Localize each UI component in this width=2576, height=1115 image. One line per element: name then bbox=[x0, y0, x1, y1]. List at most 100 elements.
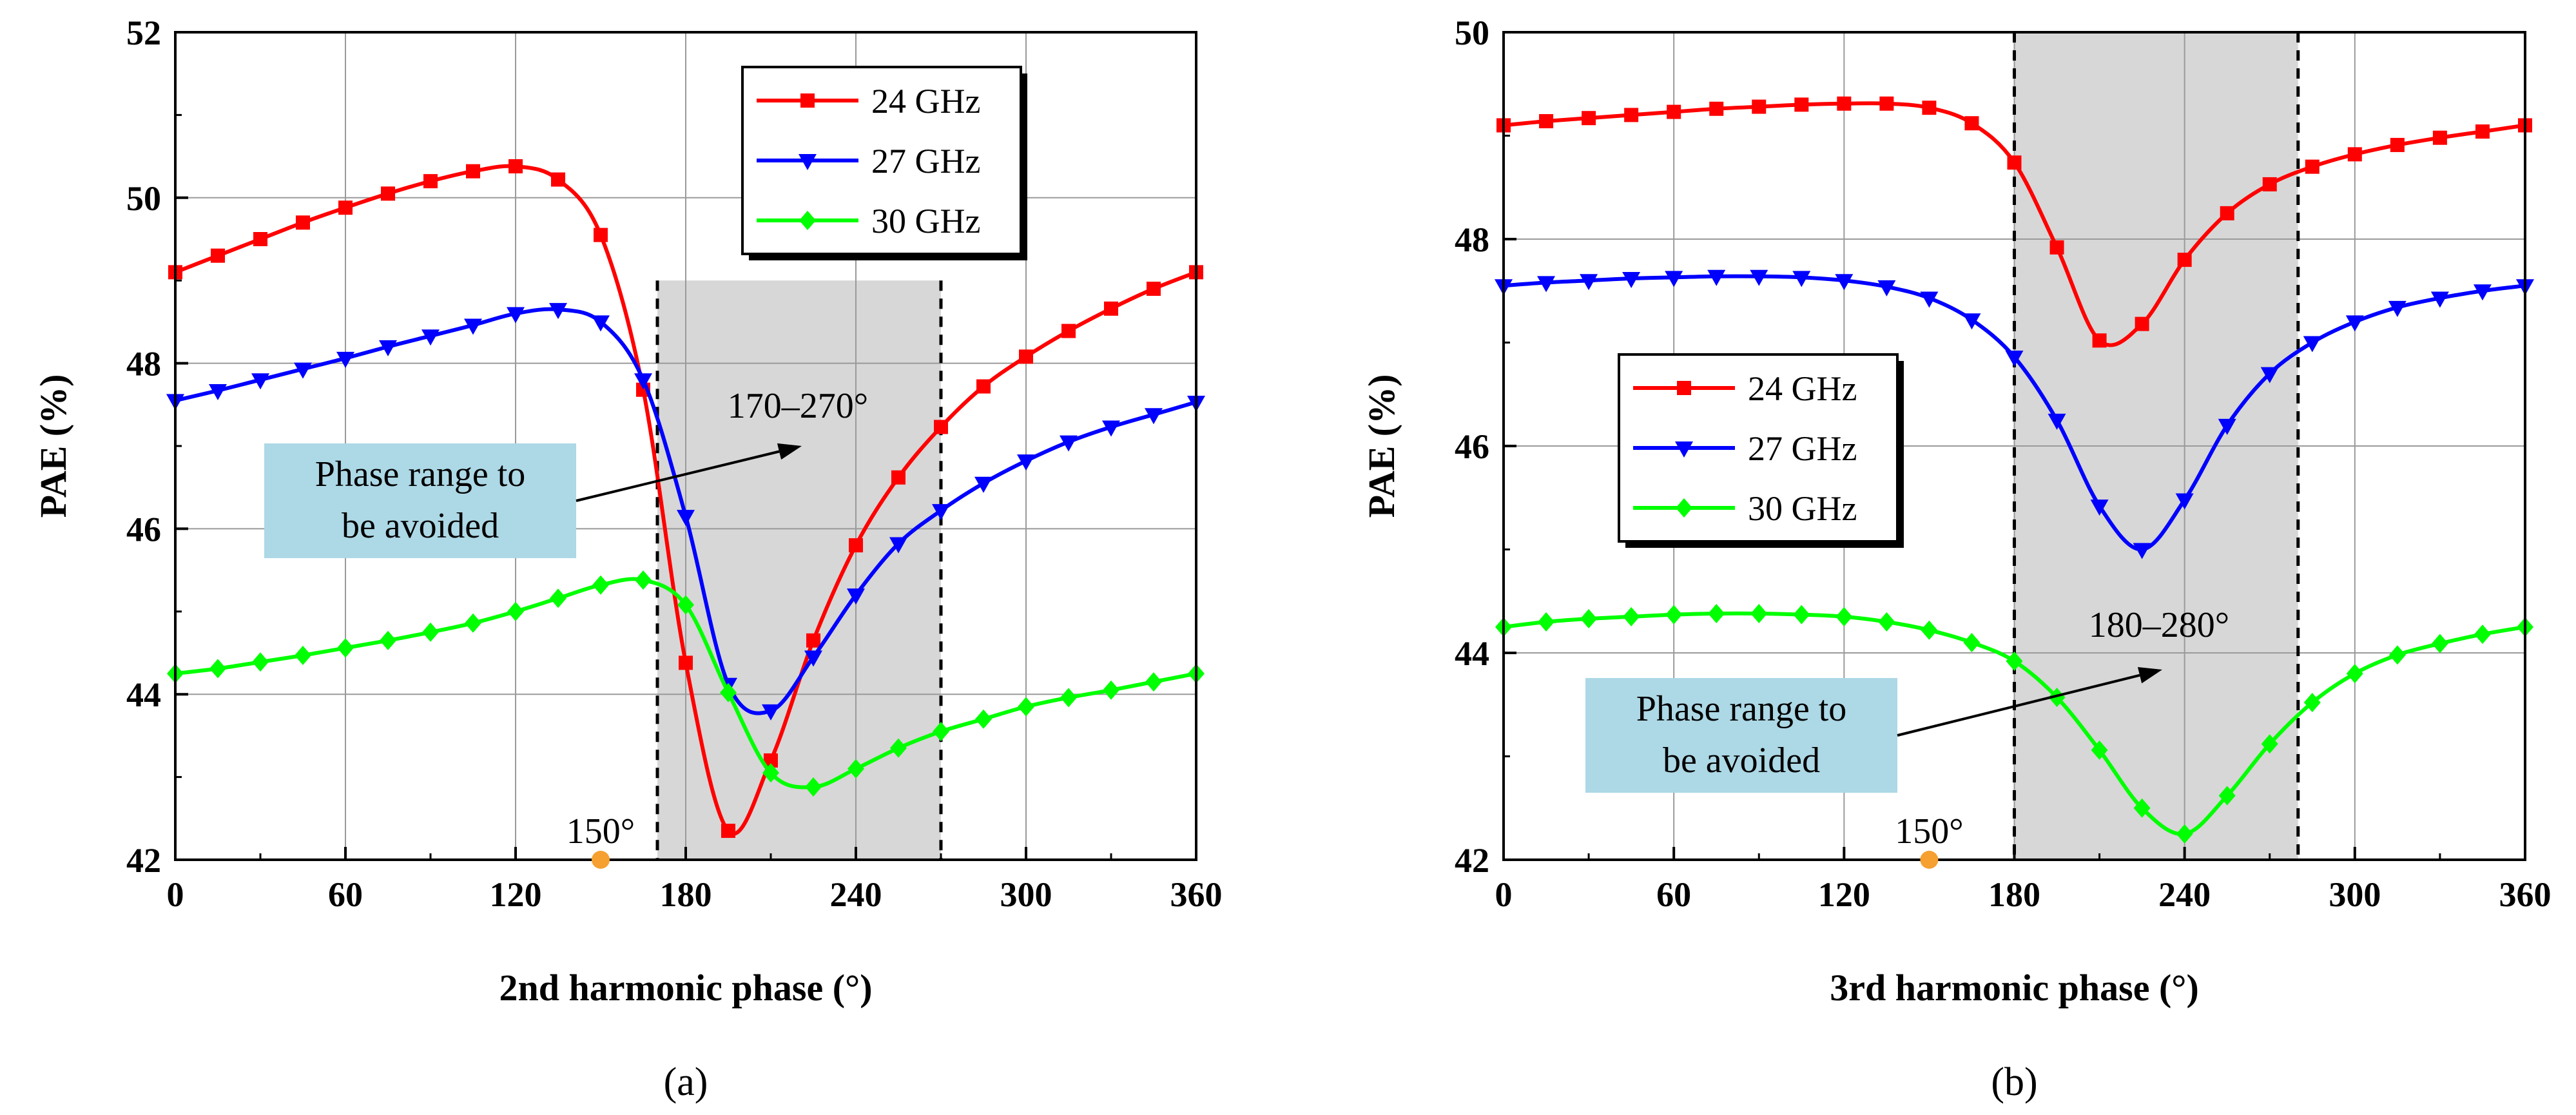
data-point bbox=[1582, 111, 1596, 126]
data-point bbox=[849, 538, 863, 553]
data-point bbox=[2388, 645, 2406, 665]
data-point bbox=[764, 753, 778, 768]
x-axis-label: 3rd harmonic phase (°) bbox=[1830, 967, 2199, 1009]
series-line bbox=[174, 164, 1197, 836]
data-point bbox=[1752, 99, 1767, 114]
data-point bbox=[1794, 97, 1809, 112]
data-point bbox=[2220, 206, 2234, 220]
data-point bbox=[1835, 606, 1853, 626]
data-point bbox=[1962, 313, 1981, 330]
callout-box bbox=[264, 443, 576, 558]
series-24-ghz bbox=[1496, 96, 2532, 348]
data-point bbox=[1665, 271, 1683, 287]
legend-entry: 30 GHz bbox=[871, 202, 980, 240]
data-point bbox=[2218, 418, 2236, 435]
data-point bbox=[294, 362, 312, 379]
legend: 24 GHz 27 GHz 30 GHz bbox=[741, 66, 1027, 260]
phase-150-label: 150° bbox=[567, 811, 635, 851]
data-point bbox=[1060, 435, 1078, 452]
data-point bbox=[295, 645, 311, 665]
data-point bbox=[2007, 155, 2022, 170]
region-range-label: 180–280° bbox=[2089, 605, 2229, 645]
data-point bbox=[551, 172, 565, 187]
data-point bbox=[1019, 349, 1033, 364]
data-point bbox=[251, 373, 269, 390]
y-tick-label: 52 bbox=[126, 14, 161, 52]
data-point bbox=[2474, 625, 2491, 645]
phase-150-marker bbox=[1920, 851, 1939, 869]
data-point bbox=[847, 588, 865, 605]
x-tick-label: 120 bbox=[1818, 875, 1870, 914]
data-point bbox=[2346, 664, 2363, 684]
x-tick-label: 240 bbox=[2158, 875, 2211, 914]
data-point bbox=[2261, 734, 2278, 754]
data-point bbox=[1061, 324, 1076, 338]
data-point bbox=[508, 159, 523, 174]
y-tick-label: 48 bbox=[1455, 220, 1489, 259]
data-point bbox=[1537, 276, 1556, 293]
x-tick-label: 180 bbox=[1988, 875, 2040, 914]
data-point bbox=[336, 351, 354, 368]
data-point bbox=[975, 709, 992, 729]
data-point bbox=[635, 570, 652, 590]
data-point bbox=[1665, 605, 1683, 625]
data-point bbox=[1792, 271, 1811, 287]
y-axis-label: PAE (%) bbox=[32, 374, 74, 518]
data-point bbox=[804, 650, 822, 667]
y-axis-label: PAE (%) bbox=[1361, 374, 1402, 518]
data-point bbox=[1837, 96, 1852, 111]
data-point bbox=[932, 504, 950, 521]
data-point bbox=[1707, 269, 1726, 286]
data-point bbox=[592, 315, 610, 332]
data-point bbox=[2135, 316, 2149, 331]
data-point bbox=[2303, 693, 2321, 713]
data-point bbox=[296, 215, 310, 230]
data-point bbox=[592, 575, 609, 595]
y-tick-label: 48 bbox=[126, 345, 161, 383]
data-point bbox=[2048, 688, 2066, 708]
phase-150-marker bbox=[592, 851, 610, 869]
x-tick-label: 0 bbox=[1495, 875, 1513, 914]
data-point bbox=[762, 704, 780, 721]
legend-swatch-marker bbox=[800, 93, 815, 108]
data-point bbox=[252, 652, 269, 672]
y-tick-label: 50 bbox=[1455, 14, 1489, 52]
data-point bbox=[337, 638, 354, 658]
data-point bbox=[933, 721, 949, 741]
data-point bbox=[1879, 96, 1894, 111]
data-point bbox=[2305, 159, 2319, 174]
data-point bbox=[1102, 420, 1120, 437]
data-point bbox=[634, 373, 652, 390]
phase-150-label: 150° bbox=[1895, 811, 1963, 851]
chart-panel-b: 0 60 120 180 240 300 360 42 44 46 48 50 3rd harmonic… bbox=[1361, 14, 2552, 1104]
data-point bbox=[974, 476, 993, 493]
data-point bbox=[253, 232, 267, 246]
x-tick-label: 60 bbox=[1656, 875, 1691, 914]
data-point bbox=[721, 824, 735, 839]
callout-text: be avoided bbox=[1663, 741, 1820, 780]
data-point bbox=[1750, 604, 1768, 624]
data-point bbox=[1103, 680, 1119, 700]
y-tick-label: 46 bbox=[126, 510, 161, 548]
data-point bbox=[2388, 300, 2407, 317]
data-point bbox=[381, 186, 395, 201]
y-tick-label: 44 bbox=[1455, 634, 1489, 673]
callout-arrow bbox=[1897, 674, 2140, 737]
data-point bbox=[2345, 315, 2364, 332]
data-point bbox=[1539, 114, 1554, 129]
data-point bbox=[507, 601, 524, 621]
data-point bbox=[1624, 108, 1639, 122]
data-point bbox=[1538, 612, 1555, 632]
callout-text: Phase range to bbox=[315, 454, 526, 494]
data-point bbox=[1580, 274, 1598, 291]
callout-text: Phase range to bbox=[1636, 689, 1847, 729]
x-tick-label: 240 bbox=[830, 875, 882, 914]
data-point bbox=[1017, 454, 1035, 471]
data-point bbox=[1145, 672, 1162, 692]
data-point bbox=[211, 248, 225, 263]
data-point bbox=[1145, 408, 1163, 425]
data-point bbox=[1708, 604, 1725, 624]
data-point bbox=[2092, 333, 2107, 348]
legend-swatch-marker bbox=[1677, 381, 1691, 395]
data-point bbox=[423, 174, 438, 189]
